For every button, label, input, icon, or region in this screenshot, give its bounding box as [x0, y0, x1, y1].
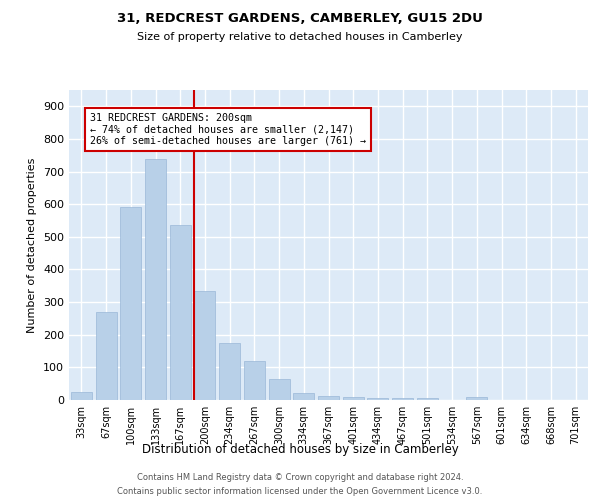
Bar: [170, 226, 191, 400]
Bar: [392, 398, 413, 400]
Bar: [269, 379, 290, 400]
Bar: [466, 398, 487, 400]
Bar: [95, 312, 116, 400]
Bar: [367, 398, 388, 400]
Text: Distribution of detached houses by size in Camberley: Distribution of detached houses by size …: [142, 442, 458, 456]
Bar: [194, 290, 215, 400]
Bar: [244, 361, 265, 400]
Text: 31 REDCREST GARDENS: 200sqm
← 74% of detached houses are smaller (2,147)
26% of : 31 REDCREST GARDENS: 200sqm ← 74% of det…: [90, 113, 366, 146]
Text: Size of property relative to detached houses in Camberley: Size of property relative to detached ho…: [137, 32, 463, 42]
Text: 31, REDCREST GARDENS, CAMBERLEY, GU15 2DU: 31, REDCREST GARDENS, CAMBERLEY, GU15 2D…: [117, 12, 483, 26]
Y-axis label: Number of detached properties: Number of detached properties: [28, 158, 37, 332]
Text: Contains HM Land Registry data © Crown copyright and database right 2024.: Contains HM Land Registry data © Crown c…: [137, 472, 463, 482]
Bar: [417, 398, 438, 400]
Bar: [318, 396, 339, 400]
Bar: [343, 396, 364, 400]
Bar: [120, 208, 141, 400]
Bar: [71, 392, 92, 400]
Bar: [145, 158, 166, 400]
Text: Contains public sector information licensed under the Open Government Licence v3: Contains public sector information licen…: [118, 488, 482, 496]
Bar: [293, 393, 314, 400]
Bar: [219, 343, 240, 400]
